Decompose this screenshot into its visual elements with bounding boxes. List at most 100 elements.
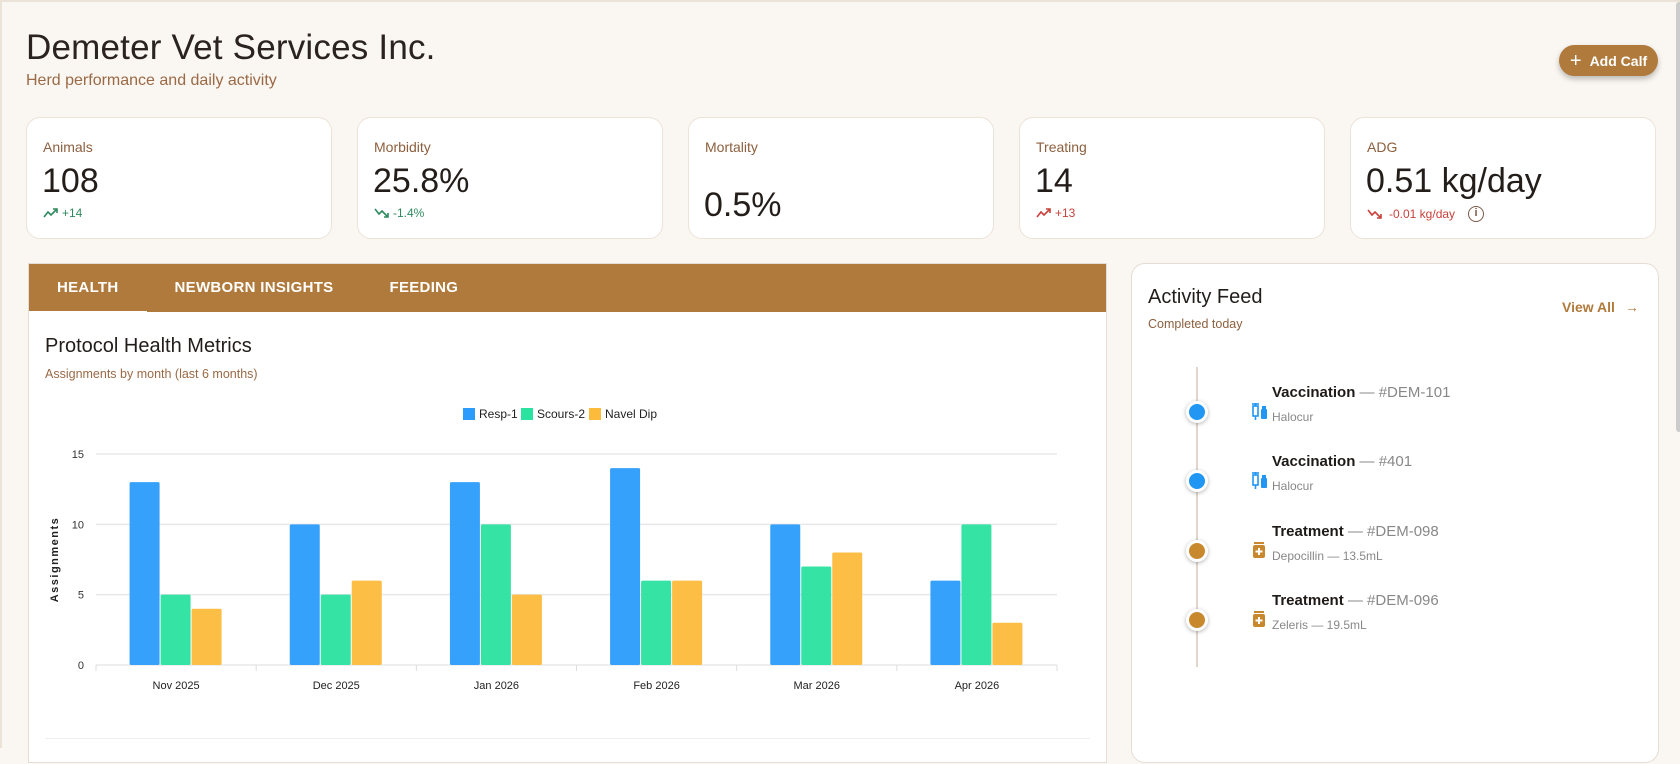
stat-label: Animals <box>43 139 93 155</box>
x-tick-label: Feb 2026 <box>633 680 679 692</box>
plus-icon: + <box>1569 49 1582 72</box>
medicine-bottle-icon <box>1252 611 1266 630</box>
x-tick-label: Dec 2025 <box>313 680 360 692</box>
activity-heading: Vaccination — #DEM-101 <box>1272 384 1450 401</box>
stat-card-adg: ADG 0.51 kg/day -0.01 kg/day i <box>1350 117 1656 239</box>
tab-newborn-insights[interactable]: NEWBORN INSIGHTS <box>174 279 334 296</box>
legend-swatch <box>589 408 601 420</box>
bar-navel-dip <box>191 608 222 665</box>
timeline-dot <box>1186 609 1208 631</box>
x-tick-label: Nov 2025 <box>153 680 200 692</box>
bar-navel-dip <box>832 552 863 665</box>
stat-label: ADG <box>1367 139 1398 155</box>
stat-label: Mortality <box>705 139 758 155</box>
trending-down-icon <box>1367 209 1382 219</box>
chart-subtitle: Assignments by month (last 6 months) <box>45 367 258 381</box>
syringe-vial-icon <box>1252 403 1268 424</box>
page-title: Demeter Vet Services Inc. <box>26 28 436 67</box>
info-icon[interactable]: i <box>1468 206 1485 222</box>
bar-resp-1 <box>449 482 480 665</box>
activity-type: Vaccination <box>1272 453 1356 470</box>
activity-title: Activity Feed <box>1148 286 1263 308</box>
bar-resp-1 <box>770 524 801 665</box>
x-tick-label: Apr 2026 <box>955 680 1000 692</box>
stat-card-treating: Treating 14 +13 <box>1019 117 1325 239</box>
y-tick-label: 10 <box>72 519 84 531</box>
trending-up-icon <box>1036 208 1051 218</box>
bar-scours-2 <box>641 580 672 665</box>
syringe-vial-icon <box>1252 472 1268 493</box>
stat-label: Treating <box>1036 139 1087 155</box>
add-calf-label: Add Calf <box>1589 52 1648 69</box>
stat-value: 14 <box>1035 162 1073 200</box>
bar-scours-2 <box>961 524 992 665</box>
bar-navel-dip <box>511 594 542 665</box>
delta-text: -1.4% <box>393 206 425 220</box>
legend-swatch <box>521 408 533 420</box>
delta-text: +14 <box>62 206 83 220</box>
stat-card-morbidity: Morbidity 25.8% -1.4% <box>357 117 663 239</box>
y-tick-label: 0 <box>78 660 84 672</box>
animal-id: — #DEM-101 <box>1359 384 1451 401</box>
view-all-label: View All <box>1562 299 1615 315</box>
activity-feed-card: Activity Feed Completed today View All → … <box>1131 263 1659 763</box>
bar-scours-2 <box>801 566 832 665</box>
timeline-dot <box>1186 401 1208 423</box>
activity-detail: Halocur <box>1272 479 1314 493</box>
y-tick-label: 15 <box>72 449 84 461</box>
stat-card-mortality: Mortality 0.5% <box>688 117 994 239</box>
scrollbar[interactable] <box>1676 2 1680 432</box>
stat-value: 0.5% <box>704 186 782 224</box>
activity-detail: Depocillin — 13.5mL <box>1272 549 1383 563</box>
chart-title: Protocol Health Metrics <box>45 335 252 357</box>
stat-value: 25.8% <box>373 162 470 200</box>
bar-resp-1 <box>289 524 320 665</box>
bar-chart: 0 5 10 15 Assignments Nov 2025 Dec 2025 Jan 202… <box>49 407 1058 692</box>
stat-delta: -0.01 kg/day i <box>1367 206 1485 222</box>
bar-navel-dip <box>351 580 382 665</box>
animal-id: — #DEM-098 <box>1347 523 1439 540</box>
medicine-bottle-icon <box>1252 542 1266 561</box>
activity-heading: Treatment — #DEM-098 <box>1272 523 1439 540</box>
activity-subtitle: Completed today <box>1148 317 1243 331</box>
activity-detail: Zeleris — 19.5mL <box>1272 618 1367 632</box>
timeline-dot <box>1186 470 1208 492</box>
legend-label: Navel Dip <box>605 407 657 421</box>
bar-resp-1 <box>129 482 160 665</box>
activity-type: Vaccination <box>1272 384 1356 401</box>
bar-scours-2 <box>480 524 511 665</box>
activity-heading: Treatment — #DEM-096 <box>1272 592 1439 609</box>
legend-label: Resp-1 <box>479 407 518 421</box>
delta-text: -0.01 kg/day <box>1389 207 1456 221</box>
add-calf-button[interactable]: + Add Calf <box>1559 45 1658 76</box>
stat-delta: +13 <box>1036 206 1075 220</box>
stat-value: 0.51 kg/day <box>1366 162 1542 200</box>
view-all-link[interactable]: View All → <box>1562 299 1639 315</box>
delta-text: +13 <box>1055 206 1076 220</box>
legend-swatch <box>463 408 475 420</box>
divider <box>45 738 1090 739</box>
page-subtitle: Herd performance and daily activity <box>26 72 277 89</box>
y-axis-label: Assignments <box>49 517 61 603</box>
bar-navel-dip <box>992 622 1023 665</box>
bar-resp-1 <box>610 468 641 665</box>
animal-id: — #401 <box>1359 453 1413 470</box>
legend-label: Scours-2 <box>537 407 585 421</box>
tab-bar: HEALTH NEWBORN INSIGHTS FEEDING <box>29 264 1106 314</box>
tab-feeding[interactable]: FEEDING <box>389 279 459 296</box>
bar-scours-2 <box>320 594 351 665</box>
arrow-right-icon: → <box>1624 299 1639 315</box>
activity-detail: Halocur <box>1272 410 1314 424</box>
bar-navel-dip <box>672 580 703 665</box>
y-tick-label: 5 <box>78 590 84 602</box>
main-panel: HEALTH NEWBORN INSIGHTS FEEDING Protocol… <box>28 263 1107 763</box>
bar-scours-2 <box>160 594 191 665</box>
timeline-line <box>1196 367 1198 667</box>
stat-label: Morbidity <box>374 139 431 155</box>
activity-type: Treatment <box>1272 523 1344 540</box>
x-tick-label: Jan 2026 <box>474 680 519 692</box>
trending-down-icon <box>374 208 389 218</box>
tab-health[interactable]: HEALTH <box>29 264 147 314</box>
stat-value: 108 <box>42 162 99 200</box>
stat-card-animals: Animals 108 +14 <box>26 117 332 239</box>
